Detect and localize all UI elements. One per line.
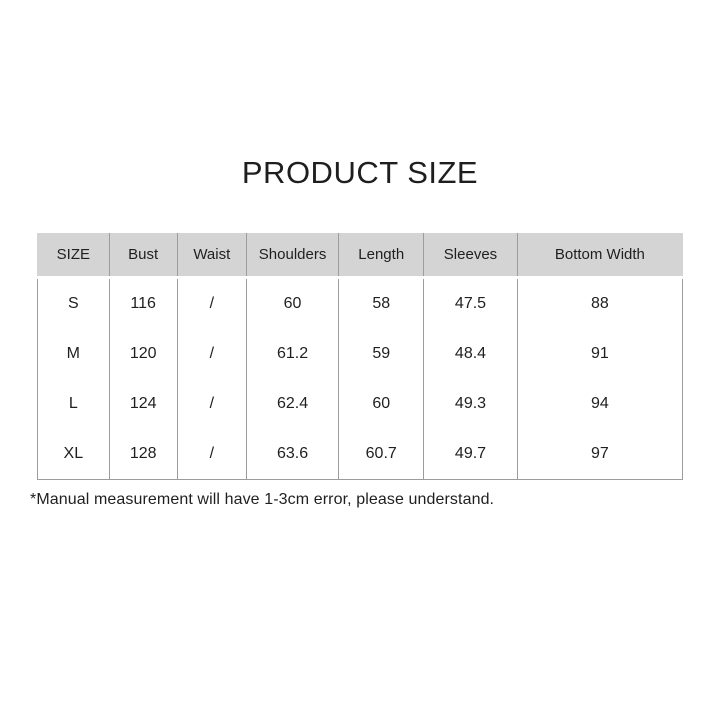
size-chart-table: SIZE Bust Waist Shoulders Length Sleeves Botto…	[37, 233, 684, 480]
table-row: M 120/61.2 59 48.4 91	[37, 329, 684, 379]
table-header-row: SIZE Bust Waist Shoulders Length Sleeves Botto…	[37, 233, 684, 279]
column-header-size: SIZE	[37, 233, 110, 279]
cell-sleeves: 47.5	[423, 277, 518, 329]
measurement-disclaimer: *Manual measurement will have 1-3cm erro…	[30, 491, 495, 508]
column-header-length: Length	[338, 233, 425, 279]
cell-bottom-width: 97	[516, 429, 684, 480]
cell-shoulders: 63.6	[245, 429, 340, 480]
size-chart-container: SIZE Bust Waist Shoulders Length Sleeves Botto…	[37, 233, 684, 480]
cell-bottom-width: 94	[516, 379, 684, 429]
cell-bust: 128	[108, 429, 178, 480]
cell-bust: 124	[108, 379, 178, 429]
cell-size: M	[37, 329, 110, 379]
table-header: SIZE Bust Waist Shoulders Length Sleeves Botto…	[37, 233, 684, 279]
cell-bust: 120	[108, 329, 178, 379]
table-body: S 116/60 58 47.5 88 M 120/61.2 59 48.4 91 L 124/62.…	[37, 277, 684, 480]
cell-sleeves: 49.7	[423, 429, 518, 480]
cell-length: 58	[338, 277, 425, 329]
column-header-sleeves: Sleeves	[423, 233, 518, 279]
cell-size: XL	[37, 429, 110, 480]
cell-length: 60	[338, 379, 425, 429]
column-header-bust: Bust	[108, 233, 178, 279]
page-title: PRODUCT SIZE	[241, 155, 479, 190]
cell-bottom-width: 91	[516, 329, 684, 379]
column-header-bottom-width: Bottom Width	[516, 233, 684, 279]
cell-shoulders: 60	[245, 277, 340, 329]
cell-length: 60.7	[338, 429, 425, 480]
table-row: S 116/60 58 47.5 88	[37, 277, 684, 329]
cell-size: L	[37, 379, 110, 429]
cell-length: 59	[338, 329, 425, 379]
cell-waist: /	[176, 329, 247, 379]
cell-waist: /	[176, 429, 247, 480]
table-row: L 124/62.4 60 49.3 94	[37, 379, 684, 429]
column-header-shoulders: Shoulders	[245, 233, 340, 279]
cell-shoulders: 61.2	[245, 329, 340, 379]
column-header-waist: Waist	[176, 233, 247, 279]
cell-size: S	[37, 277, 110, 329]
cell-waist: /	[176, 379, 247, 429]
cell-bust: 116	[108, 277, 178, 329]
cell-waist: /	[176, 277, 247, 329]
cell-bottom-width: 88	[516, 277, 684, 329]
cell-shoulders: 62.4	[245, 379, 340, 429]
cell-sleeves: 49.3	[423, 379, 518, 429]
table-row: XL 128/63.6 60.7 49.7 97	[37, 429, 684, 480]
cell-sleeves: 48.4	[423, 329, 518, 379]
